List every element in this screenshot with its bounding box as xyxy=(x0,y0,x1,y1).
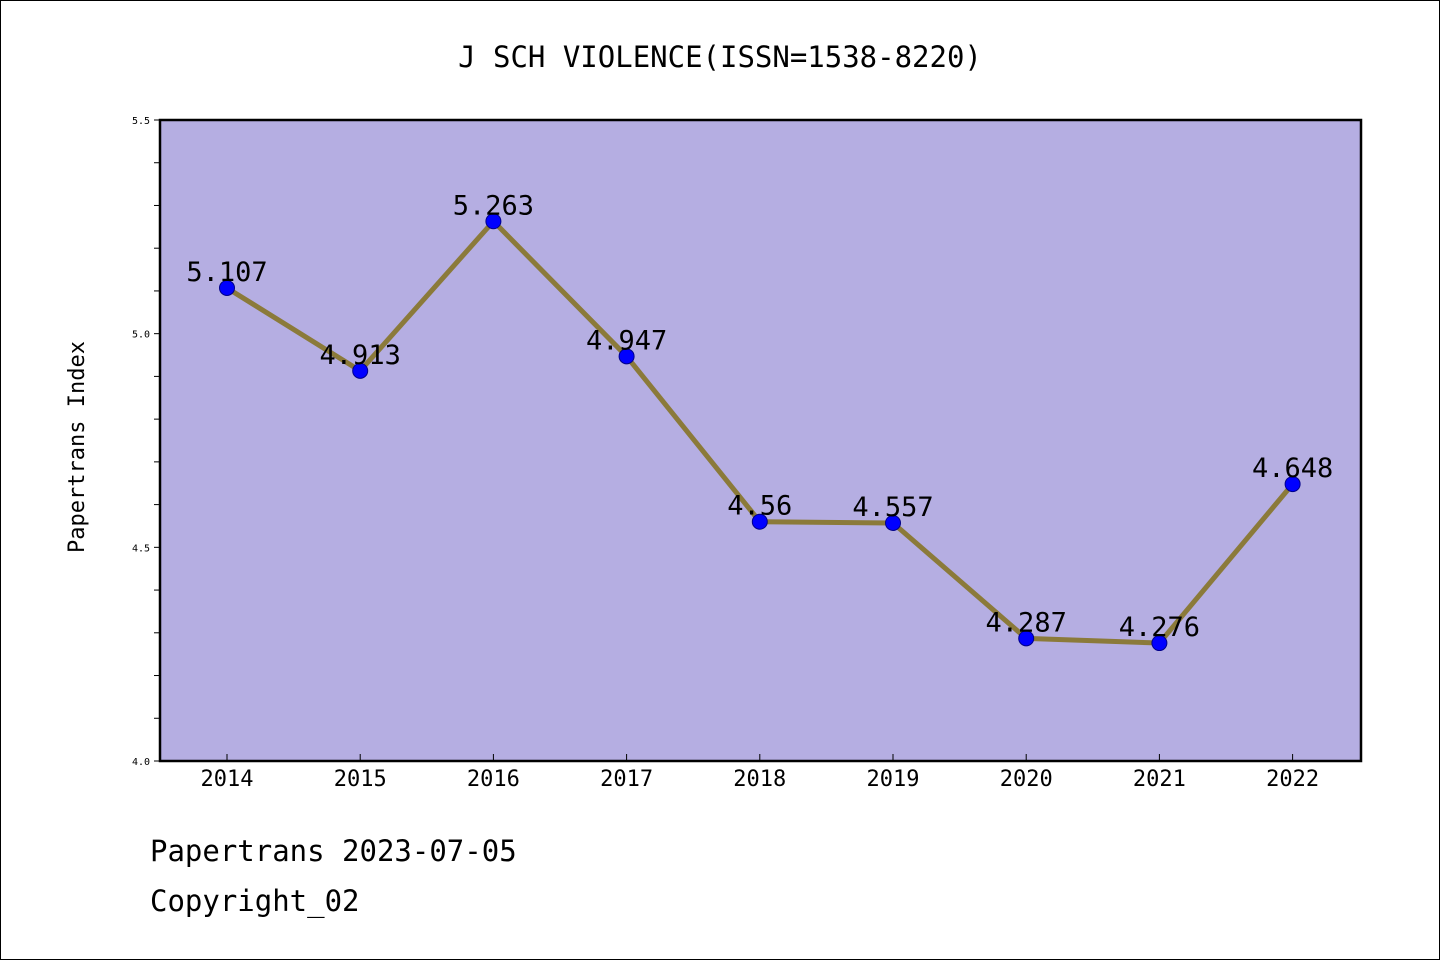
data-point-2015 xyxy=(352,362,369,379)
x-tick-label: 2015 xyxy=(334,767,387,792)
y-tick-label: 5.5 xyxy=(132,116,150,127)
data-point-2020 xyxy=(1018,630,1035,647)
data-points xyxy=(219,213,1301,652)
y-axis: 4.0 4.5 5.0 5.5 xyxy=(132,116,160,768)
data-label-2017: 4.947 xyxy=(586,325,667,356)
y-axis-label: Papertrans Index xyxy=(65,341,90,553)
data-label-2016: 5.263 xyxy=(453,190,534,221)
data-point-2014 xyxy=(219,279,235,296)
data-point-2019 xyxy=(885,514,901,531)
x-tick-label: 2021 xyxy=(1133,767,1186,792)
x-tick-label: 2017 xyxy=(600,767,653,792)
data-label-2015: 4.913 xyxy=(320,340,401,371)
footer-date: Papertrans 2023-07-05 xyxy=(150,834,517,868)
data-label-2019: 4.557 xyxy=(852,492,933,523)
y-tick-label: 5.0 xyxy=(132,330,150,341)
data-label-2021: 4.276 xyxy=(1119,612,1200,643)
data-label-2018: 4.56 xyxy=(727,491,792,522)
x-tick-label: 2019 xyxy=(867,767,920,792)
x-tick-label: 2014 xyxy=(201,767,254,792)
plot-area xyxy=(158,118,1363,763)
data-label-2020: 4.287 xyxy=(986,607,1067,638)
data-label-2022: 4.648 xyxy=(1252,453,1333,484)
x-axis: 2014 2015 2016 2017 2018 2019 2020 2021 2022 xyxy=(201,754,1319,792)
data-label-2014: 5.107 xyxy=(186,257,267,288)
x-tick-label: 2022 xyxy=(1266,767,1319,792)
y-tick-label: 4.5 xyxy=(132,543,150,554)
data-labels: 5.107 4.913 5.263 4.947 4.56 4.557 4.287 4.276 4… xyxy=(186,190,1333,643)
data-point-2016 xyxy=(485,213,502,230)
x-tick-label: 2018 xyxy=(733,767,786,792)
data-point-2018 xyxy=(751,513,768,530)
x-tick-label: 2016 xyxy=(467,767,520,792)
data-point-2017 xyxy=(618,348,635,365)
footer-copyright: Copyright_02 xyxy=(150,884,360,918)
y-tick-label: 4.0 xyxy=(132,757,150,768)
data-point-2021 xyxy=(1151,635,1168,652)
x-tick-label: 2020 xyxy=(1000,767,1053,792)
data-point-2022 xyxy=(1284,476,1301,493)
chart-title: J SCH VIOLENCE(ISSN=1538-8220) xyxy=(458,40,982,74)
